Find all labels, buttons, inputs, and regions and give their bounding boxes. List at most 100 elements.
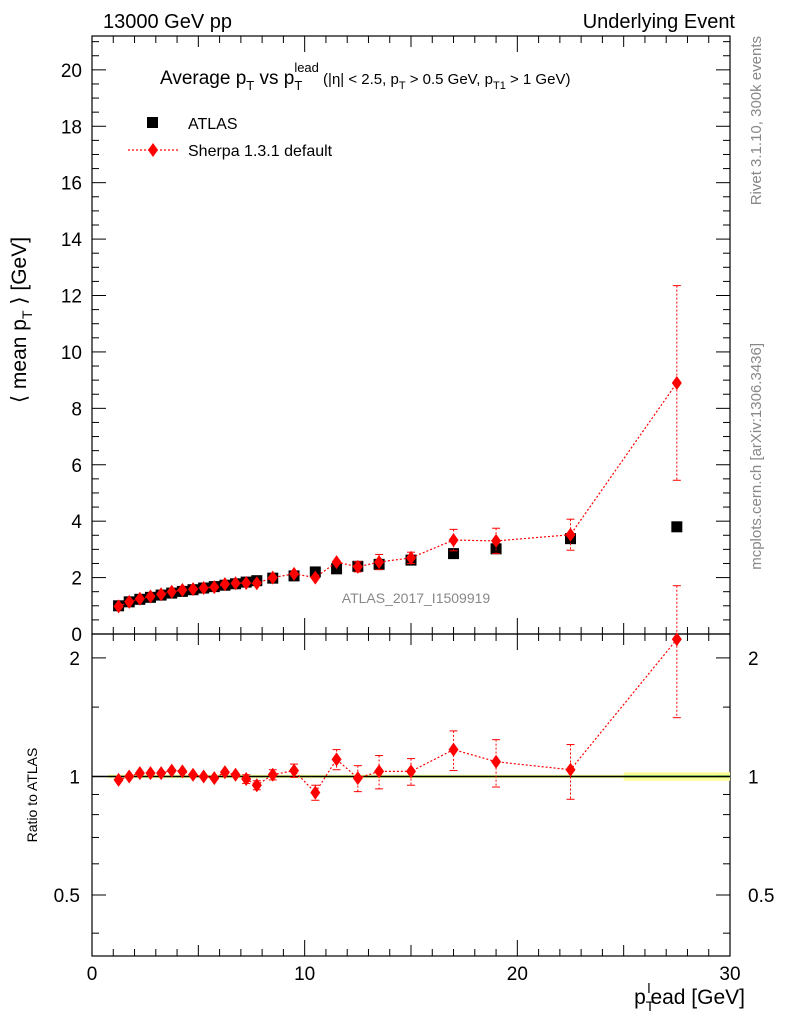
sherpa-point [352, 559, 363, 574]
ratio-sherpa-point [671, 632, 682, 647]
sherpa-point [230, 576, 241, 591]
sherpa-point [331, 555, 342, 570]
legend-atlas-marker [147, 117, 158, 128]
x-tick-label: 10 [294, 964, 315, 985]
title-vs-sub: T [294, 78, 302, 93]
sherpa-point [198, 581, 209, 596]
ratio-sherpa-point [448, 742, 459, 757]
ratio-y-tick-label-left: 1 [69, 767, 80, 788]
xlabel-a: p [634, 986, 646, 1009]
ratio-sherpa-point [124, 769, 135, 784]
main-y-tick-label: 12 [61, 287, 82, 308]
header-right: Underlying Event [583, 11, 736, 33]
ratio-sherpa-point [241, 772, 252, 787]
title-cuts-c: > 1 GeV) [506, 71, 571, 88]
x-axis-label: pTlead [GeV] [634, 980, 745, 1014]
title-vs-sup: lead [294, 60, 319, 75]
ratio-sherpa-point [177, 764, 188, 779]
ratio-sherpa-points [113, 585, 682, 801]
title-main-sub: T [246, 78, 254, 93]
xlabel-sup: l [647, 980, 650, 996]
xlabel-b: ead [GeV] [650, 986, 745, 1009]
sherpa-point [289, 566, 300, 581]
ratio-sherpa-point [230, 767, 241, 782]
ratio-y-tick-label-left: 0.5 [54, 886, 80, 907]
sherpa-line [118, 382, 678, 607]
ratio-plot-frame [91, 633, 731, 957]
title-cuts-b-sub: T1 [493, 80, 506, 92]
ratio-y-tick-label-right: 0.5 [748, 886, 774, 907]
main-y-tick-label: 16 [61, 174, 82, 195]
atlas-point [671, 521, 683, 533]
sherpa-point [267, 570, 278, 585]
sherpa-point [251, 576, 262, 591]
x-tick-label: 30 [719, 964, 740, 985]
ratio-x-ticks: 0 10 20 30 [87, 634, 741, 985]
ratio-sherpa-point [267, 767, 278, 782]
main-y-tick-label: 6 [71, 456, 82, 477]
ratio-y-tick-label-left: 2 [69, 649, 80, 670]
ratio-sherpa-line [118, 638, 678, 794]
header-left: 13000 GeV pp [103, 11, 232, 33]
sherpa-point [134, 591, 145, 606]
main-y-tick-label: 4 [71, 512, 82, 533]
ratio-sherpa-point [188, 767, 199, 782]
main-y-tick-label: 18 [61, 117, 82, 138]
title-cuts-a: (|η| < 2.5, p [319, 71, 399, 88]
main-y-tick-label: 20 [61, 61, 82, 82]
main-x-ticks [91, 36, 731, 634]
ratio-sherpa-point [331, 752, 342, 767]
sherpa-point [219, 577, 230, 592]
legend-atlas-label: ATLAS [188, 116, 238, 133]
ratio-sherpa-point [166, 763, 177, 778]
ylabel-a: ⟨ mean p [8, 319, 31, 403]
title-cuts-a-sub: T [399, 80, 406, 92]
sherpa-point [565, 527, 576, 542]
sherpa-point [374, 555, 385, 570]
legend-sherpa-marker [148, 143, 158, 157]
ratio-sherpa-point [134, 766, 145, 781]
ratio-sherpa-point [156, 766, 167, 781]
sherpa-point [406, 550, 416, 565]
ratio-y-axis-label: Ratio to ATLAS [24, 748, 40, 843]
sherpa-points [113, 285, 682, 614]
sherpa-point [209, 580, 220, 595]
rivet-label: Rivet 3.1.10, 300k events [748, 36, 765, 205]
plot-title: Average pT vs pTlead (|η| < 2.5, pT > 0.… [160, 60, 570, 93]
mcplots-label: mcplots.cern.ch [arXiv:1306.3436] [748, 343, 765, 570]
legend: ATLAS Sherpa 1.3.1 default [128, 116, 333, 160]
ratio-y-tick-label-right: 1 [748, 767, 759, 788]
ratio-sherpa-point [198, 769, 209, 784]
ratio-sherpa-point [352, 771, 363, 786]
sherpa-point [166, 584, 177, 599]
title-cuts-b: > 0.5 GeV, p [406, 71, 493, 88]
xlabel-sub: T [646, 998, 655, 1014]
analysis-label: ATLAS_2017_I1509919 [342, 590, 491, 606]
sherpa-point [188, 582, 199, 597]
ratio-sherpa-point [209, 771, 220, 786]
atlas-point [448, 548, 460, 560]
sherpa-point [491, 533, 502, 548]
sherpa-point [671, 375, 682, 390]
ratio-sherpa-point [289, 763, 300, 778]
main-y-axis-label: ⟨ mean pT ⟩ [GeV] [8, 237, 35, 403]
ratio-sherpa-point [565, 762, 576, 777]
title-vs: vs p [254, 68, 294, 89]
main-y-tick-label: 10 [61, 343, 82, 364]
main-y-ticks: 0 2 4 6 8 10 12 14 16 18 20 [61, 41, 730, 646]
ratio-sherpa-point [113, 772, 124, 787]
x-tick-label: 0 [87, 964, 98, 985]
ratio-sherpa-point [219, 765, 230, 780]
sherpa-point [156, 587, 167, 602]
legend-sherpa-label: Sherpa 1.3.1 default [188, 143, 333, 160]
sherpa-point [241, 575, 252, 590]
sherpa-point [113, 599, 124, 614]
main-y-tick-label: 0 [71, 625, 82, 646]
sherpa-point [145, 589, 156, 604]
ylabel-b: ⟩ [GeV] [8, 237, 31, 311]
title-main: Average p [160, 68, 246, 89]
sherpa-point [177, 582, 188, 597]
sherpa-point [310, 570, 321, 585]
ratio-y-tick-label-right: 2 [748, 649, 759, 670]
